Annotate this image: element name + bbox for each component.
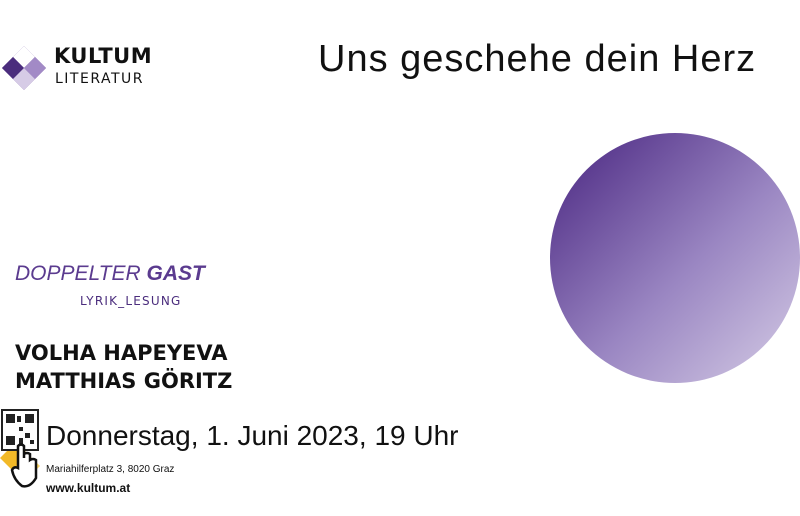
qr-icon bbox=[0, 409, 40, 488]
author: MATTHIAS GÖRITZ bbox=[15, 369, 233, 393]
author: VOLHA HAPEYEVA bbox=[15, 341, 228, 365]
title: Uns geschehe dein Herz bbox=[318, 38, 757, 80]
address: Mariahilferplatz 3, 8020 Graz bbox=[46, 464, 175, 475]
series-label: DOPPELTER GAST bbox=[15, 262, 205, 286]
format: LYRIK_LESUNG bbox=[80, 294, 182, 308]
date: Donnerstag, 1. Juni 2023, 19 Uhr bbox=[46, 420, 459, 451]
series-second: GAST bbox=[146, 262, 205, 285]
series-first: DOPPELTER bbox=[15, 262, 141, 285]
website: www.kultum.at bbox=[46, 481, 131, 495]
logo-name: KULTUM bbox=[54, 44, 153, 68]
logo-subtitle: LITERATUR bbox=[55, 71, 145, 87]
circle bbox=[550, 133, 800, 383]
logo-mark bbox=[2, 46, 46, 90]
